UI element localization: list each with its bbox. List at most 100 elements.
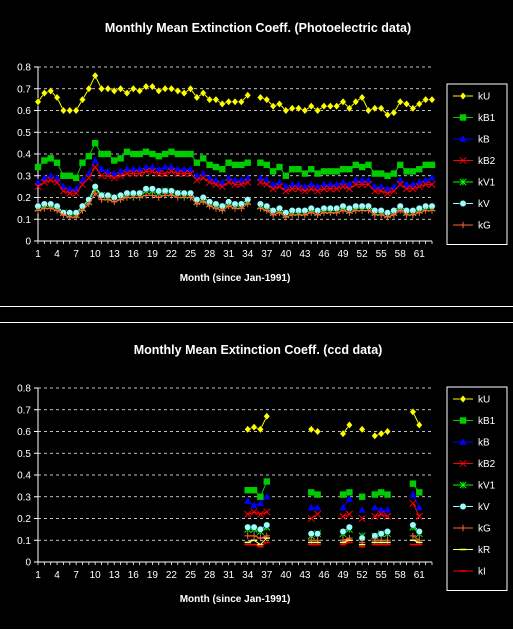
data-point: [415, 528, 423, 535]
x-tick-label: 1: [35, 570, 41, 581]
ccd-series-kB1: [244, 478, 423, 500]
data-point: [136, 170, 144, 178]
data-point: [244, 532, 251, 540]
data-point: [167, 84, 175, 93]
data-point: [225, 97, 233, 106]
data-point: [390, 211, 398, 219]
data-point: [167, 163, 176, 170]
data-point: [231, 205, 239, 212]
photoelectric-chart: Monthly Mean Extinction Coeff. (Photoele…: [17, 21, 508, 284]
ccd-series-kB: [244, 490, 423, 513]
data-point: [415, 178, 423, 186]
photoelectric-chart-panel: Monthly Mean Extinction Coeff. (Photoele…: [0, 0, 513, 307]
legend-label: kU: [478, 92, 490, 103]
data-point: [358, 506, 366, 513]
data-point: [174, 150, 182, 158]
data-point: [377, 506, 385, 513]
data-point: [104, 172, 112, 180]
series-line: [247, 537, 268, 546]
data-point: [237, 176, 245, 183]
data-point: [377, 187, 385, 195]
data-point: [237, 180, 245, 189]
data-point: [91, 163, 99, 171]
ccd-series-kI: [244, 541, 423, 548]
data-point: [371, 431, 379, 440]
data-point: [212, 176, 220, 183]
x-tick-label: 52: [357, 249, 369, 260]
data-point: [263, 176, 271, 183]
y-tick-label: 0.5: [17, 128, 31, 139]
data-point: [142, 163, 150, 170]
y-tick-label: 0.1: [17, 536, 31, 547]
chart-title: Monthly Mean Extinction Coeff. (Photoele…: [105, 21, 411, 35]
data-point: [301, 187, 309, 195]
data-point: [314, 530, 322, 538]
data-point: [409, 180, 417, 188]
data-point: [40, 178, 48, 186]
data-point: [129, 165, 137, 173]
legend: kU kB1 kB kB2 kV1 kV kG kR kI: [446, 386, 508, 591]
data-point: [307, 102, 315, 111]
data-point: [396, 176, 404, 183]
y-tick-label: 0.2: [17, 193, 31, 204]
data-point: [199, 169, 207, 177]
ccd-chart-panel: Monthly Mean Extinction Coeff. (ccd data…: [0, 322, 513, 630]
data-point: [314, 187, 322, 195]
ccd-series-kV: [244, 521, 423, 542]
data-point: [320, 209, 328, 216]
data-point: [174, 194, 182, 201]
x-tick-label: 58: [395, 249, 407, 260]
data-point: [78, 176, 87, 183]
data-point: [199, 174, 207, 182]
legend-marker: [459, 178, 467, 186]
data-point: [307, 530, 315, 538]
data-point: [409, 211, 417, 219]
data-point: [333, 180, 341, 188]
x-tick-label: 13: [109, 570, 121, 581]
y-tick-label: 0.4: [17, 471, 31, 482]
data-point: [371, 104, 379, 113]
data-point: [174, 86, 182, 95]
data-point: [142, 82, 150, 91]
data-point: [403, 99, 411, 108]
data-point: [320, 168, 328, 175]
data-point: [219, 166, 226, 173]
data-point: [339, 528, 347, 535]
data-point: [41, 157, 48, 164]
x-tick-label: 16: [128, 570, 140, 581]
data-point: [422, 161, 429, 169]
data-point: [371, 187, 379, 195]
data-point: [72, 106, 80, 115]
data-point: [301, 211, 309, 219]
data-point: [428, 95, 436, 104]
data-point: [34, 207, 42, 214]
legend-entry: kV: [453, 199, 490, 210]
data-point: [307, 503, 315, 511]
data-point: [148, 82, 156, 91]
data-point: [282, 172, 290, 179]
data-point: [47, 171, 55, 179]
series-line: [37, 159, 248, 190]
data-point: [326, 102, 334, 111]
data-point: [205, 174, 214, 181]
x-tick-label: 40: [280, 249, 292, 260]
data-point: [66, 189, 74, 197]
y-tick-label: 0.3: [17, 492, 31, 503]
data-point: [301, 182, 309, 190]
legend-marker: [459, 221, 467, 229]
data-point: [377, 170, 385, 177]
legend-label: kU: [478, 395, 490, 406]
legend-entry: kV: [453, 502, 490, 513]
data-point: [358, 493, 366, 500]
data-point: [416, 166, 423, 173]
data-point: [358, 176, 366, 183]
data-point: [238, 161, 245, 169]
legend-label: kV1: [478, 178, 496, 189]
data-point: [130, 194, 137, 201]
data-point: [288, 104, 296, 113]
data-point: [148, 167, 156, 175]
data-point: [180, 194, 188, 201]
data-point: [250, 501, 258, 509]
data-point: [212, 95, 220, 104]
data-point: [59, 187, 67, 195]
